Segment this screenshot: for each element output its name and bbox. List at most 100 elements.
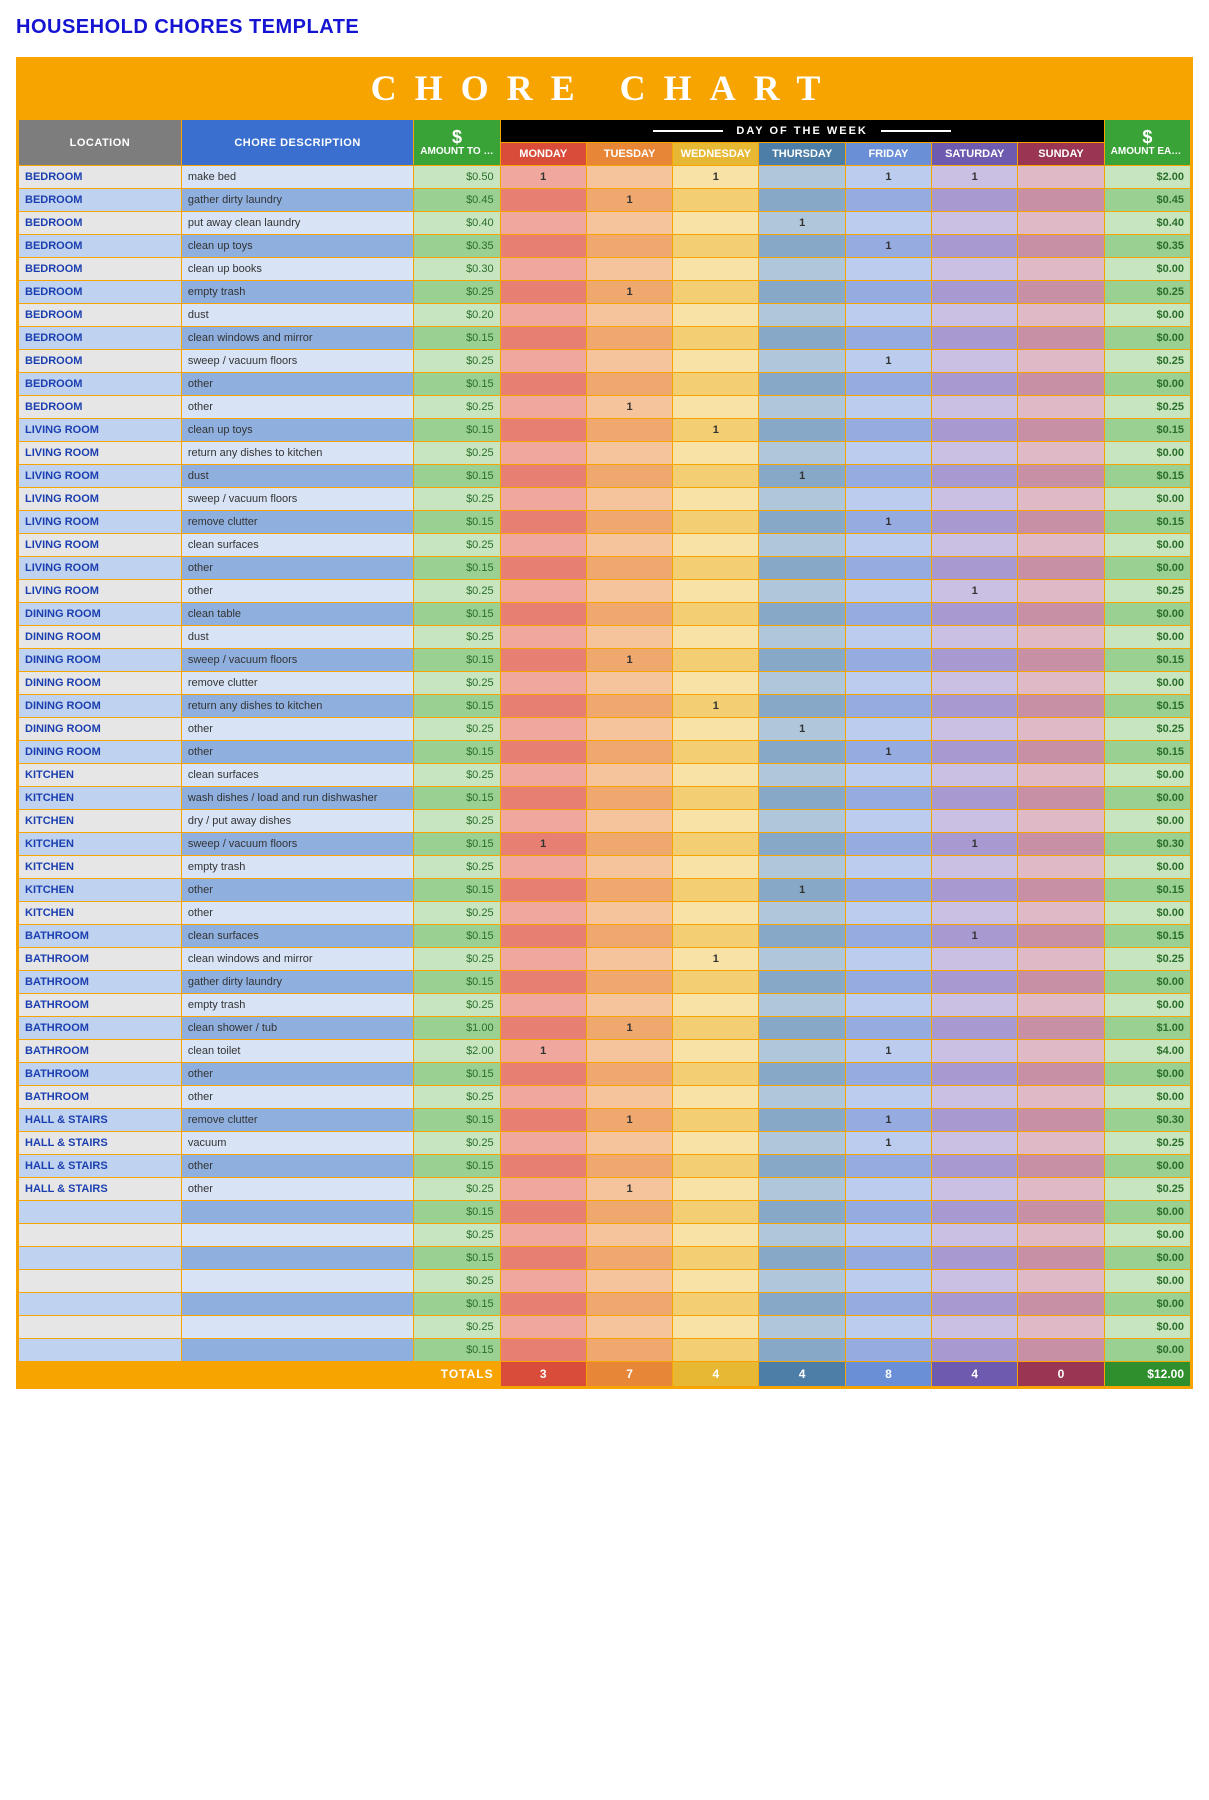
cell-location[interactable]: KITCHEN [19, 764, 182, 787]
cell-fri[interactable] [845, 1316, 931, 1339]
cell-mon[interactable] [500, 396, 586, 419]
cell-tue[interactable] [586, 534, 672, 557]
cell-location[interactable]: BEDROOM [19, 327, 182, 350]
cell-thu[interactable] [759, 258, 845, 281]
cell-wed[interactable] [673, 396, 759, 419]
cell-sat[interactable] [932, 557, 1018, 580]
cell-mon[interactable] [500, 672, 586, 695]
cell-tue[interactable] [586, 718, 672, 741]
cell-fri[interactable] [845, 442, 931, 465]
cell-location[interactable]: BEDROOM [19, 166, 182, 189]
cell-tue[interactable] [586, 1339, 672, 1362]
cell-wed[interactable] [673, 971, 759, 994]
cell-location[interactable]: KITCHEN [19, 833, 182, 856]
cell-mon[interactable] [500, 948, 586, 971]
cell-location[interactable]: LIVING ROOM [19, 580, 182, 603]
cell-earned[interactable]: $0.45 [1104, 189, 1190, 212]
cell-wed[interactable] [673, 764, 759, 787]
cell-description[interactable]: dry / put away dishes [181, 810, 413, 833]
cell-amount[interactable]: $0.15 [414, 695, 500, 718]
cell-location[interactable] [19, 1270, 182, 1293]
cell-location[interactable]: KITCHEN [19, 856, 182, 879]
cell-wed[interactable] [673, 235, 759, 258]
cell-sat[interactable] [932, 902, 1018, 925]
cell-sat[interactable] [932, 856, 1018, 879]
cell-thu[interactable] [759, 672, 845, 695]
cell-thu[interactable] [759, 925, 845, 948]
cell-wed[interactable] [673, 212, 759, 235]
cell-mon[interactable] [500, 1063, 586, 1086]
cell-description[interactable]: sweep / vacuum floors [181, 649, 413, 672]
cell-tue[interactable] [586, 994, 672, 1017]
cell-sat[interactable] [932, 281, 1018, 304]
cell-fri[interactable] [845, 810, 931, 833]
cell-tue[interactable] [586, 764, 672, 787]
cell-earned[interactable]: $0.00 [1104, 1339, 1190, 1362]
cell-earned[interactable]: $0.00 [1104, 1247, 1190, 1270]
cell-earned[interactable]: $0.30 [1104, 833, 1190, 856]
cell-sat[interactable] [932, 672, 1018, 695]
cell-location[interactable]: BATHROOM [19, 1017, 182, 1040]
cell-wed[interactable] [673, 1132, 759, 1155]
cell-tue[interactable]: 1 [586, 1017, 672, 1040]
cell-earned[interactable]: $0.15 [1104, 741, 1190, 764]
cell-thu[interactable] [759, 833, 845, 856]
cell-wed[interactable] [673, 511, 759, 534]
cell-sun[interactable] [1018, 304, 1104, 327]
cell-earned[interactable]: $0.15 [1104, 695, 1190, 718]
cell-amount[interactable]: $0.25 [414, 810, 500, 833]
cell-sun[interactable] [1018, 511, 1104, 534]
cell-mon[interactable] [500, 1178, 586, 1201]
cell-sat[interactable] [932, 1201, 1018, 1224]
cell-tue[interactable] [586, 833, 672, 856]
cell-thu[interactable] [759, 419, 845, 442]
cell-tue[interactable] [586, 1155, 672, 1178]
cell-sun[interactable] [1018, 971, 1104, 994]
cell-amount[interactable]: $0.25 [414, 534, 500, 557]
cell-tue[interactable] [586, 304, 672, 327]
cell-amount[interactable]: $0.15 [414, 603, 500, 626]
cell-earned[interactable]: $0.00 [1104, 258, 1190, 281]
cell-fri[interactable] [845, 902, 931, 925]
cell-earned[interactable]: $0.00 [1104, 994, 1190, 1017]
cell-earned[interactable]: $0.15 [1104, 511, 1190, 534]
cell-description[interactable]: clean table [181, 603, 413, 626]
cell-thu[interactable] [759, 580, 845, 603]
cell-location[interactable]: BATHROOM [19, 948, 182, 971]
cell-description[interactable]: dust [181, 465, 413, 488]
cell-description[interactable]: sweep / vacuum floors [181, 350, 413, 373]
cell-location[interactable]: BEDROOM [19, 396, 182, 419]
cell-amount[interactable]: $0.15 [414, 879, 500, 902]
cell-sat[interactable] [932, 1132, 1018, 1155]
cell-fri[interactable] [845, 396, 931, 419]
cell-location[interactable]: BEDROOM [19, 304, 182, 327]
cell-amount[interactable]: $0.15 [414, 465, 500, 488]
cell-fri[interactable] [845, 1017, 931, 1040]
cell-wed[interactable] [673, 603, 759, 626]
cell-amount[interactable]: $1.00 [414, 1017, 500, 1040]
cell-description[interactable]: clean windows and mirror [181, 948, 413, 971]
cell-tue[interactable]: 1 [586, 649, 672, 672]
cell-description[interactable]: make bed [181, 166, 413, 189]
cell-mon[interactable] [500, 1017, 586, 1040]
cell-location[interactable]: BATHROOM [19, 925, 182, 948]
cell-amount[interactable]: $0.25 [414, 488, 500, 511]
cell-sat[interactable] [932, 235, 1018, 258]
cell-earned[interactable]: $0.00 [1104, 442, 1190, 465]
cell-wed[interactable]: 1 [673, 419, 759, 442]
cell-wed[interactable] [673, 350, 759, 373]
cell-tue[interactable] [586, 442, 672, 465]
cell-amount[interactable]: $0.25 [414, 1132, 500, 1155]
cell-location[interactable]: BATHROOM [19, 994, 182, 1017]
cell-sat[interactable] [932, 1339, 1018, 1362]
cell-location[interactable]: HALL & STAIRS [19, 1155, 182, 1178]
cell-location[interactable]: KITCHEN [19, 902, 182, 925]
cell-description[interactable]: remove clutter [181, 1109, 413, 1132]
cell-amount[interactable]: $0.15 [414, 1339, 500, 1362]
cell-amount[interactable]: $0.25 [414, 994, 500, 1017]
cell-earned[interactable]: $0.00 [1104, 902, 1190, 925]
cell-fri[interactable]: 1 [845, 1132, 931, 1155]
cell-thu[interactable] [759, 1132, 845, 1155]
cell-wed[interactable] [673, 258, 759, 281]
cell-wed[interactable] [673, 833, 759, 856]
